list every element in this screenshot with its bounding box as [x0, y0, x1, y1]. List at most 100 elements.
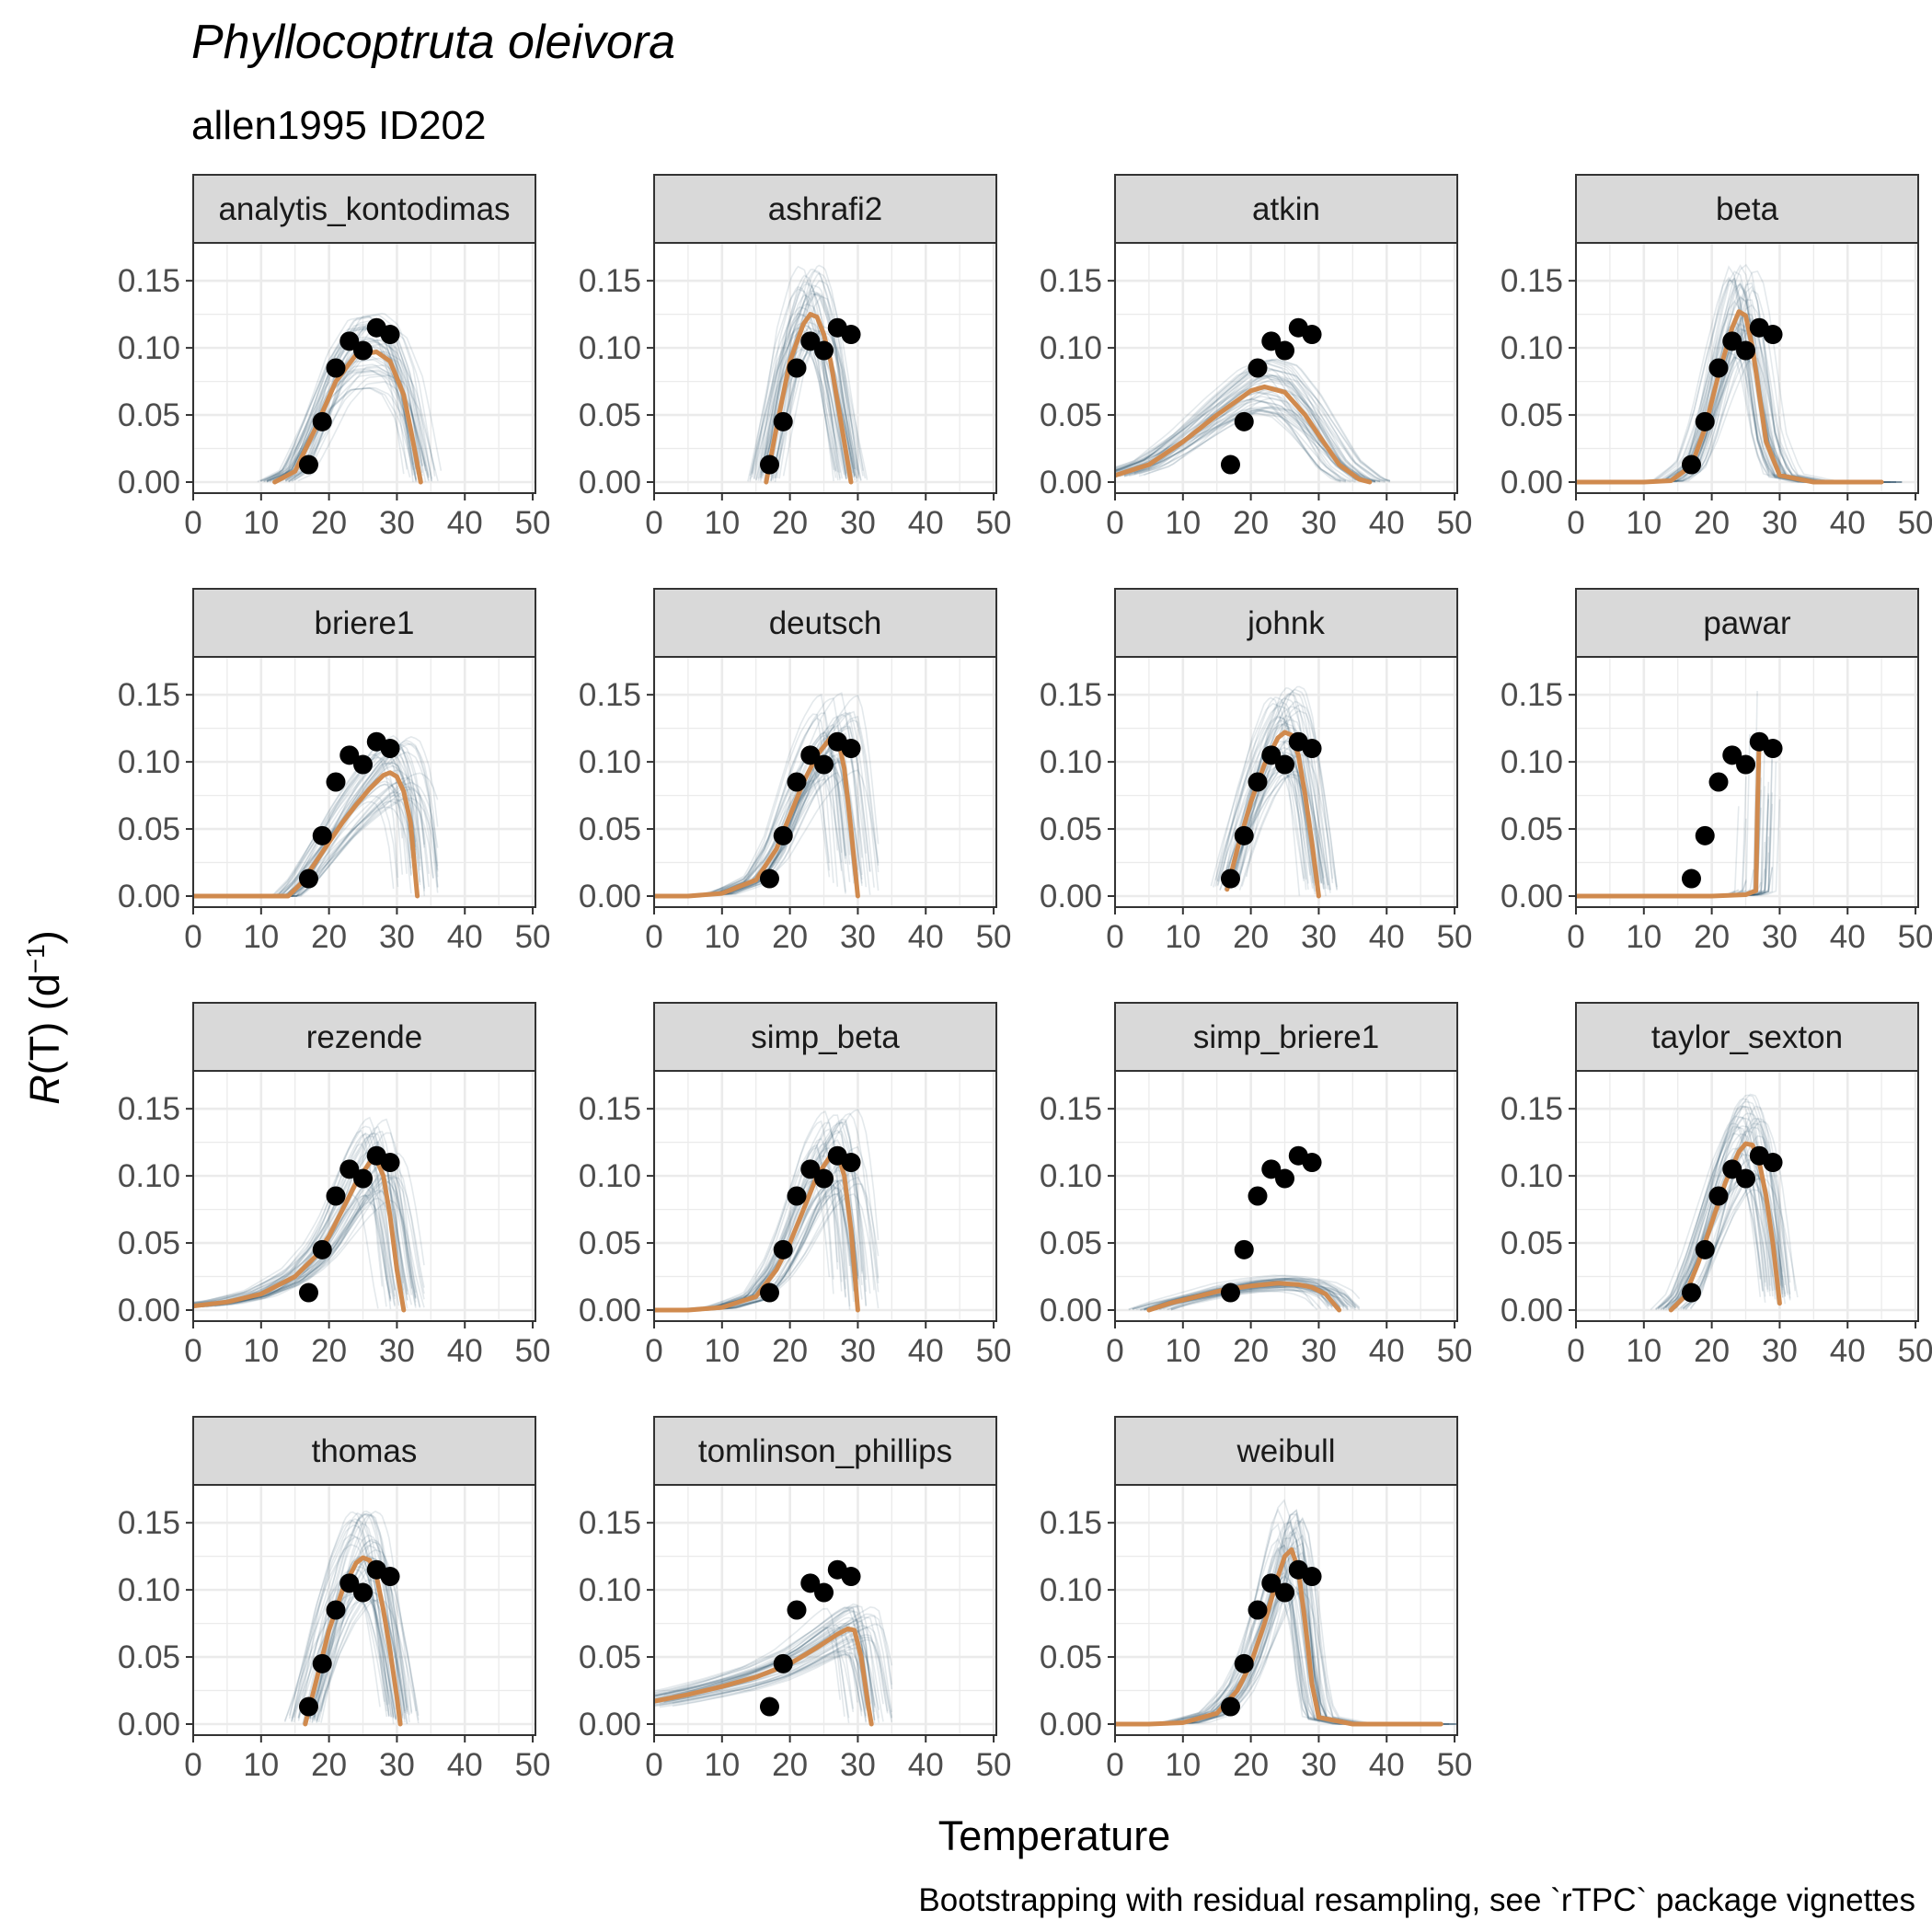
data-point — [1275, 1168, 1295, 1189]
plot-background — [1576, 657, 1918, 907]
bootstrap-curve — [654, 1620, 884, 1722]
plot-background — [654, 657, 996, 907]
data-point — [1763, 325, 1783, 345]
y-tick-label: 0.00 — [118, 465, 180, 500]
data-point — [787, 1186, 807, 1206]
bootstrap-curve — [1170, 1286, 1334, 1311]
data-point — [1763, 1153, 1783, 1173]
bootstrap-curve — [1144, 1274, 1349, 1310]
y-tick-label: 0.15 — [118, 677, 180, 713]
data-point — [1736, 1168, 1756, 1189]
plot-background — [193, 657, 535, 907]
bootstrap-curve — [765, 274, 839, 475]
bootstrap-curve — [193, 1135, 400, 1305]
x-tick-label: 30 — [840, 919, 876, 955]
y-tick-label: 0.05 — [118, 397, 180, 433]
panel-border — [653, 1070, 997, 1322]
y-tick-label: 0.05 — [1040, 1225, 1102, 1261]
x-tick-label: 50 — [515, 1747, 551, 1783]
bootstrap-curve — [1155, 1288, 1329, 1310]
bootstrap-curve — [1216, 697, 1325, 890]
bootstrap-curve — [1664, 1125, 1766, 1308]
fitted-curve — [1668, 1141, 1782, 1313]
bootstrap-curve — [753, 265, 839, 481]
bootstrap-curve — [291, 1593, 404, 1723]
data-point — [800, 1573, 821, 1593]
x-tick-label: 20 — [1233, 1333, 1269, 1369]
y-tick-label: 0.10 — [1040, 330, 1102, 366]
data-point — [339, 1159, 360, 1179]
y-tick-label: 0.10 — [1040, 744, 1102, 780]
facet-panels: analytis_kontodimas 0.00 0.05 0.10 0.15 0 10 20… — [118, 174, 1932, 1783]
data-point — [1275, 754, 1295, 775]
bootstrap-curve — [313, 1598, 420, 1724]
bootstrap-curve — [672, 1638, 868, 1704]
bootstrap-curve — [201, 1186, 392, 1308]
y-tick-label: 0.05 — [118, 811, 180, 847]
bootstrap-curve — [1216, 722, 1325, 890]
panel-border — [1114, 242, 1458, 494]
x-tick-label: 50 — [976, 505, 1012, 541]
panel-contents — [1210, 685, 1338, 899]
facet-strip-label: weibull — [1236, 1433, 1336, 1469]
facet-strip — [653, 174, 997, 244]
panel-contents — [1115, 1499, 1457, 1727]
bootstrap-curve — [1115, 359, 1381, 482]
y-tick-label: 0.15 — [1501, 263, 1563, 299]
data-point — [298, 868, 318, 889]
data-point — [1695, 825, 1715, 845]
data-point — [1275, 1582, 1295, 1603]
bootstrap-curve — [774, 264, 860, 479]
panel-border — [192, 1484, 536, 1736]
bootstrap-curve — [297, 1571, 381, 1718]
data-point — [380, 739, 400, 759]
x-tick-label: 0 — [645, 1747, 662, 1783]
bootstrap-curve — [654, 1639, 893, 1718]
data-point — [1248, 1600, 1268, 1620]
bootstrap-curve — [1115, 374, 1371, 482]
x-tick-label: 40 — [1369, 1747, 1405, 1783]
bootstrap-curve — [1115, 368, 1391, 481]
data-point — [1302, 1153, 1322, 1173]
bootstrap-curve — [755, 312, 837, 480]
x-tick-label: 0 — [184, 919, 201, 955]
x-tick-label: 0 — [1106, 1333, 1123, 1369]
panel-contents — [1115, 317, 1391, 485]
x-tick-label: 30 — [840, 505, 876, 541]
y-tick-label: 0.10 — [1501, 330, 1563, 366]
bootstrap-curve — [764, 290, 856, 477]
data-point — [353, 340, 374, 361]
bootstrap-curve — [313, 1534, 404, 1720]
bootstrap-curve — [1115, 380, 1381, 483]
bootstrap-curve — [1115, 375, 1391, 483]
data-point — [1681, 1282, 1701, 1303]
data-point — [1261, 1573, 1282, 1593]
data-point — [298, 1282, 318, 1303]
facet-strip — [192, 1416, 536, 1486]
data-point — [800, 1159, 821, 1179]
plot-background — [1576, 1071, 1918, 1321]
x-tick-label: 40 — [908, 1333, 944, 1369]
bootstrap-curve — [1662, 1094, 1784, 1310]
bootstrap-curve — [1216, 716, 1316, 895]
x-tick-label: 50 — [976, 919, 1012, 955]
data-point — [841, 1153, 861, 1173]
y-tick-label: 0.15 — [118, 263, 180, 299]
x-tick-label: 0 — [184, 1333, 201, 1369]
facet-strip — [1114, 1002, 1458, 1072]
x-tick-label: 0 — [184, 1747, 201, 1783]
facet-strip-label: johnk — [1247, 605, 1325, 641]
data-point — [1302, 739, 1322, 759]
bootstrap-curve — [772, 292, 856, 481]
x-tick-label: 40 — [447, 919, 483, 955]
bootstrap-curve — [263, 336, 414, 482]
x-tick-label: 10 — [1626, 919, 1662, 955]
data-point — [800, 745, 821, 765]
bootstrap-curve — [206, 1193, 392, 1308]
y-axis-title-text: (T) (d — [21, 973, 68, 1075]
fitted-curve — [193, 1157, 407, 1313]
data-point — [326, 772, 346, 792]
fitted-curve — [654, 1150, 860, 1313]
bootstrap-curve — [654, 1650, 863, 1712]
